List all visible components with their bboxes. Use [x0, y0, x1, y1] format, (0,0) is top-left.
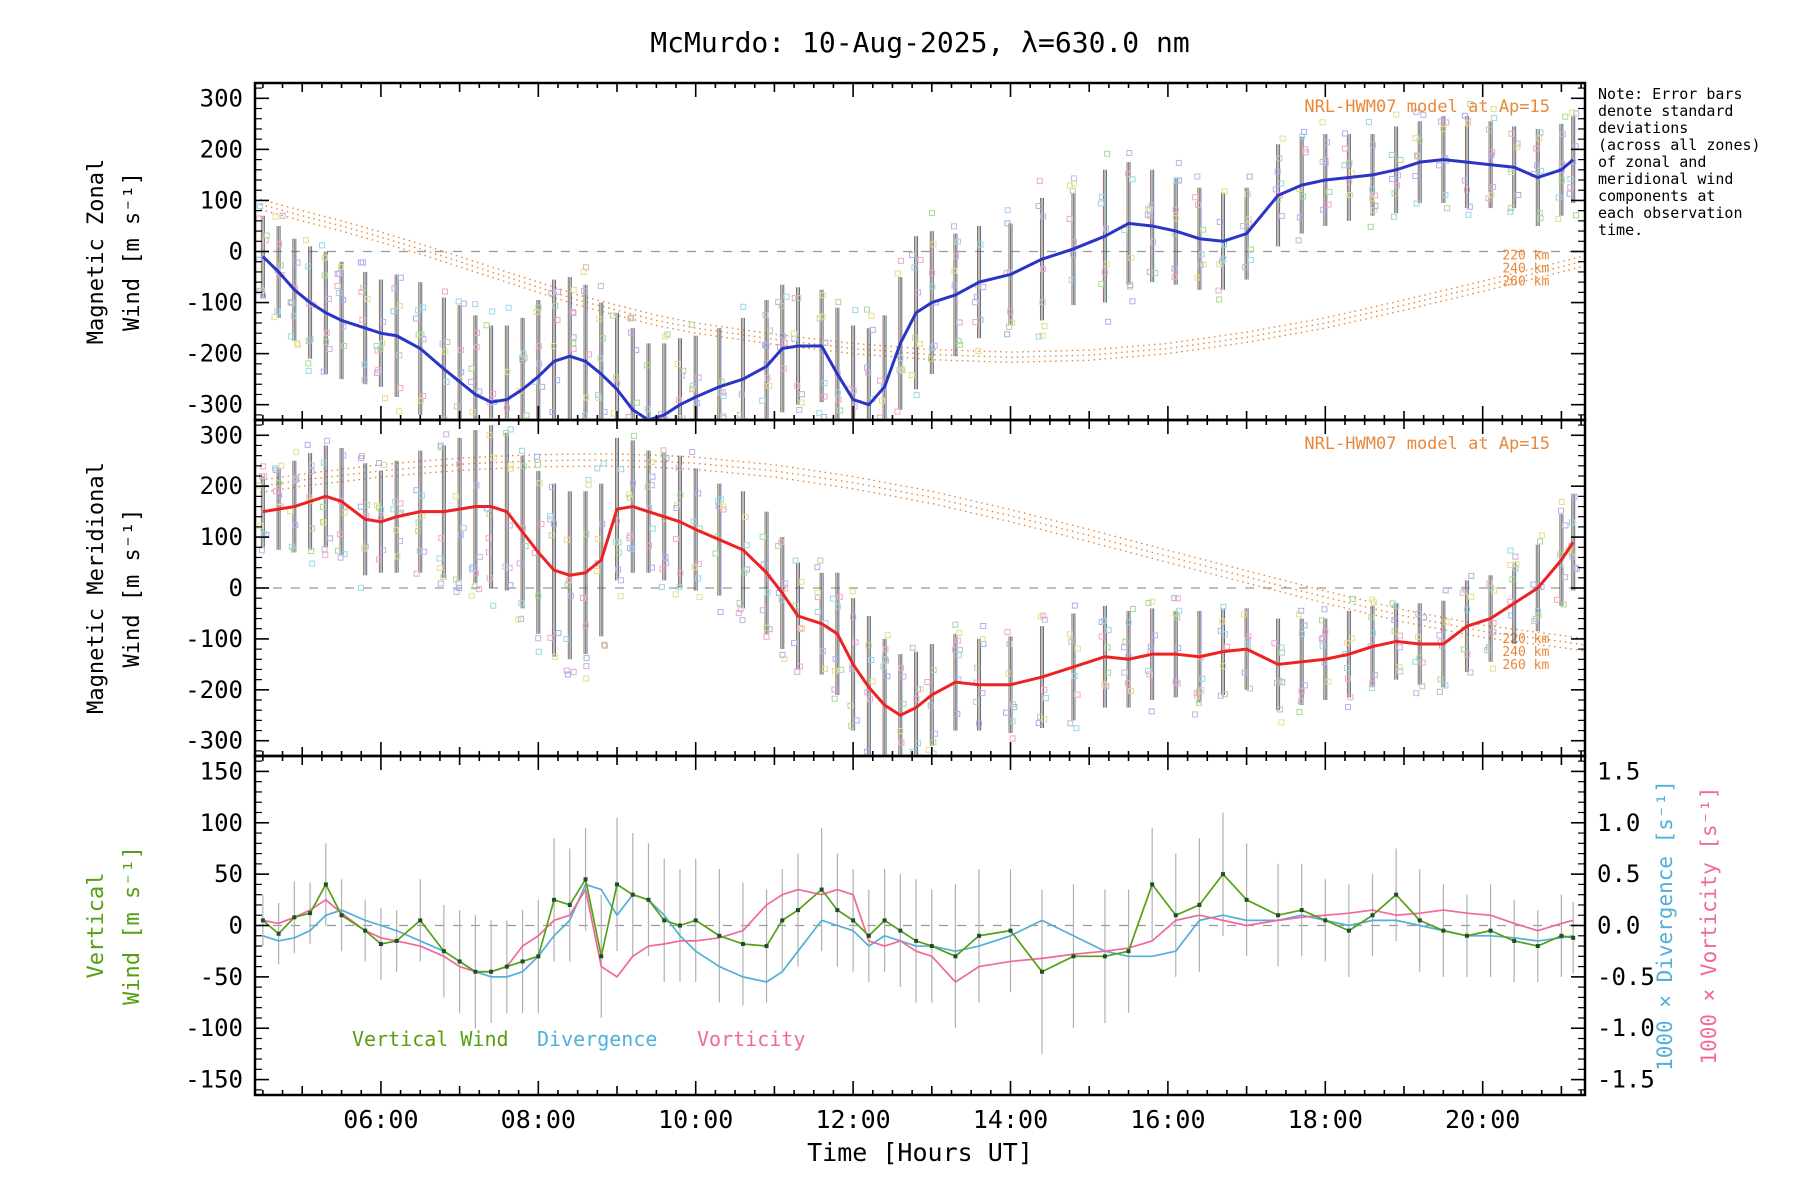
model-annotation-meridional: NRL-HWM07 model at Ap=15 — [1304, 434, 1550, 454]
svg-text:-200: -200 — [185, 340, 243, 368]
svg-text:260 km: 260 km — [1502, 658, 1549, 673]
y-axis-title-zonal-2: Wind [m s⁻¹] — [120, 172, 145, 331]
chart-title: McMurdo: 10-Aug-2025, λ=630.0 nm — [650, 26, 1190, 59]
svg-text:10:00: 10:00 — [658, 1105, 733, 1134]
svg-text:200: 200 — [200, 472, 243, 500]
legend-vertical-wind: Vertical Wind — [352, 1027, 509, 1051]
note-line: denote standard — [1598, 101, 1734, 120]
svg-text:-300: -300 — [185, 727, 243, 755]
note-line: Note: Error bars — [1598, 85, 1743, 103]
svg-text:100: 100 — [200, 523, 243, 551]
svg-text:0: 0 — [229, 574, 243, 602]
note-text: Note: Error bars denote standard deviati… — [1598, 86, 1798, 238]
svg-text:-100: -100 — [185, 289, 243, 317]
svg-text:0: 0 — [229, 238, 243, 266]
note-line: time. — [1598, 220, 1644, 239]
svg-text:12:00: 12:00 — [815, 1105, 890, 1134]
svg-text:-1.5: -1.5 — [1597, 1066, 1655, 1094]
y-axis-title-meridional-2: Wind [m s⁻¹] — [120, 508, 145, 668]
svg-text:50: 50 — [214, 860, 243, 888]
svg-text:-150: -150 — [185, 1066, 243, 1094]
svg-text:100: 100 — [200, 186, 243, 214]
legend-vorticity: Vorticity — [697, 1027, 806, 1051]
svg-text:0: 0 — [229, 912, 243, 940]
y-axis-title-vorticity: 1000 × Vorticity [s⁻¹] — [1697, 786, 1721, 1065]
svg-text:1.0: 1.0 — [1597, 809, 1640, 837]
svg-text:1.5: 1.5 — [1597, 757, 1640, 785]
note-line: deviations — [1598, 118, 1689, 137]
y-axis-title-vertical-2: Wind [m s⁻¹] — [120, 846, 145, 1005]
svg-text:-200: -200 — [185, 676, 243, 704]
y-axis-title-divergence: 1000 × Divergence [s⁻¹] — [1653, 780, 1677, 1071]
svg-text:20:00: 20:00 — [1445, 1105, 1520, 1134]
note-line: (across all zones) — [1598, 135, 1761, 154]
svg-text:-50: -50 — [200, 963, 243, 991]
svg-text:260 km: 260 km — [1502, 275, 1549, 290]
legend-divergence: Divergence — [537, 1027, 658, 1051]
x-axis-title: Time [Hours UT] — [807, 1138, 1033, 1167]
svg-text:100: 100 — [200, 809, 243, 837]
svg-text:220 km: 220 km — [1502, 249, 1549, 264]
svg-text:-0.5: -0.5 — [1597, 963, 1655, 991]
svg-text:240 km: 240 km — [1502, 262, 1549, 277]
svg-text:08:00: 08:00 — [501, 1105, 576, 1134]
note-line: meridional wind — [1598, 169, 1734, 188]
svg-text:150: 150 — [200, 757, 243, 785]
note-line: components at — [1598, 186, 1716, 205]
model-annotation-zonal: NRL-HWM07 model at Ap=15 — [1304, 97, 1550, 117]
svg-text:0.5: 0.5 — [1597, 860, 1640, 888]
svg-text:300: 300 — [200, 421, 243, 449]
note-line: each observation — [1598, 203, 1743, 222]
y-axis-title-vertical-1: Vertical — [84, 872, 109, 979]
note-line: of zonal and — [1598, 152, 1707, 171]
svg-text:18:00: 18:00 — [1288, 1105, 1363, 1134]
svg-text:06:00: 06:00 — [343, 1105, 418, 1134]
svg-text:300: 300 — [200, 84, 243, 112]
svg-text:16:00: 16:00 — [1130, 1105, 1205, 1134]
svg-text:14:00: 14:00 — [973, 1105, 1048, 1134]
svg-text:-300: -300 — [185, 391, 243, 419]
y-axis-title-meridional-1: Magnetic Meridional — [84, 462, 109, 714]
svg-text:0.0: 0.0 — [1597, 912, 1640, 940]
svg-text:-100: -100 — [185, 625, 243, 653]
svg-text:-100: -100 — [185, 1014, 243, 1042]
svg-text:-1.0: -1.0 — [1597, 1014, 1655, 1042]
svg-text:200: 200 — [200, 135, 243, 163]
svg-text:240 km: 240 km — [1502, 645, 1549, 660]
y-axis-title-zonal-1: Magnetic Zonal — [84, 158, 109, 345]
